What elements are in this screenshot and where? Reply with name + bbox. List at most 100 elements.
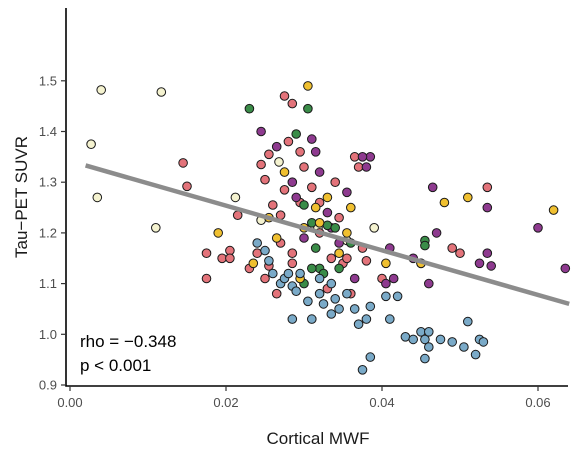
data-point bbox=[287, 248, 298, 258]
data-point bbox=[408, 334, 419, 345]
data-point bbox=[283, 136, 294, 147]
data-point bbox=[291, 286, 302, 297]
data-point bbox=[307, 134, 317, 144]
y-ticks: 0.9 1.0 1.1 1.2 1.3 1.4 1.5 bbox=[39, 73, 66, 393]
data-point bbox=[178, 158, 188, 168]
data-point bbox=[271, 288, 282, 299]
data-point bbox=[342, 288, 352, 299]
data-point bbox=[260, 273, 270, 284]
data-point bbox=[274, 157, 284, 167]
data-point bbox=[86, 139, 96, 149]
data-point bbox=[560, 263, 571, 274]
data-point bbox=[342, 253, 352, 264]
data-point bbox=[357, 365, 368, 375]
data-point bbox=[486, 261, 497, 271]
data-point bbox=[299, 162, 309, 172]
data-point bbox=[256, 126, 266, 137]
data-point bbox=[330, 177, 341, 187]
data-point bbox=[182, 181, 192, 192]
data-point bbox=[310, 202, 321, 213]
data-point bbox=[326, 253, 337, 264]
data-point bbox=[96, 85, 106, 95]
data-point bbox=[307, 182, 317, 193]
data-point bbox=[314, 273, 325, 284]
data-point bbox=[420, 240, 430, 251]
data-point bbox=[310, 147, 321, 157]
data-point bbox=[420, 334, 430, 345]
data-point bbox=[392, 291, 403, 302]
data-point bbox=[369, 223, 380, 233]
y-tick-label: 0.9 bbox=[39, 378, 57, 393]
data-point bbox=[455, 248, 465, 258]
data-point bbox=[400, 332, 411, 342]
data-point bbox=[92, 192, 103, 203]
data-point bbox=[287, 98, 298, 109]
data-point bbox=[322, 207, 333, 218]
data-point bbox=[303, 103, 313, 114]
regression-line bbox=[84, 163, 570, 307]
data-point bbox=[420, 353, 430, 364]
data-point bbox=[424, 278, 434, 289]
data-point bbox=[295, 147, 305, 157]
data-point bbox=[353, 319, 364, 330]
data-point bbox=[295, 268, 305, 279]
data-point bbox=[307, 263, 317, 274]
data-point bbox=[431, 228, 442, 238]
data-point bbox=[365, 352, 376, 362]
y-tick-label: 1.0 bbox=[39, 327, 57, 342]
y-tick-label: 1.1 bbox=[39, 276, 57, 291]
data-point bbox=[268, 268, 278, 279]
data-point bbox=[463, 192, 473, 203]
data-point bbox=[279, 167, 290, 177]
data-point bbox=[326, 278, 337, 289]
data-point bbox=[279, 91, 290, 101]
data-point bbox=[334, 212, 344, 223]
data-point bbox=[201, 248, 212, 258]
data-point bbox=[287, 177, 298, 187]
data-point bbox=[291, 129, 302, 139]
data-point bbox=[365, 301, 376, 312]
p-value-annotation: p < 0.001 bbox=[80, 356, 151, 375]
data-point bbox=[252, 238, 263, 248]
data-point bbox=[271, 233, 282, 243]
data-point bbox=[256, 159, 266, 170]
data-point bbox=[322, 220, 333, 231]
data-point bbox=[299, 233, 309, 243]
data-point bbox=[334, 248, 344, 258]
data-point bbox=[314, 288, 325, 299]
data-point bbox=[342, 228, 352, 238]
data-point bbox=[318, 299, 329, 309]
data-point bbox=[424, 327, 434, 337]
x-axis-title: Cortical MWF bbox=[267, 429, 370, 448]
y-tick-label: 1.4 bbox=[39, 124, 57, 139]
data-point bbox=[334, 263, 344, 274]
data-point bbox=[322, 192, 333, 203]
data-point bbox=[342, 187, 352, 198]
data-point bbox=[271, 141, 282, 152]
data-point bbox=[244, 103, 255, 114]
x-tick-label: 0.00 bbox=[57, 395, 82, 410]
data-point bbox=[447, 243, 458, 253]
data-point bbox=[346, 202, 356, 213]
axes: 0.9 1.0 1.1 1.2 1.3 1.4 1.5 0.00 0.02 0.04 0.06 bbox=[39, 8, 568, 410]
data-point bbox=[287, 314, 298, 324]
data-point bbox=[303, 81, 313, 91]
data-point bbox=[287, 258, 298, 269]
data-point bbox=[482, 248, 493, 258]
rho-annotation: rho = −0.348 bbox=[80, 332, 176, 351]
data-point bbox=[478, 337, 489, 347]
data-point bbox=[291, 192, 302, 203]
data-point bbox=[156, 87, 167, 97]
data-point bbox=[447, 337, 458, 347]
data-point bbox=[330, 223, 341, 233]
data-point bbox=[268, 200, 278, 210]
data-point bbox=[459, 342, 469, 352]
data-point bbox=[314, 218, 325, 228]
y-tick-label: 1.5 bbox=[39, 73, 57, 88]
data-point bbox=[381, 258, 391, 269]
data-point bbox=[361, 256, 372, 266]
x-tick-label: 0.06 bbox=[525, 395, 550, 410]
data-point bbox=[439, 197, 450, 208]
data-point bbox=[474, 258, 485, 269]
